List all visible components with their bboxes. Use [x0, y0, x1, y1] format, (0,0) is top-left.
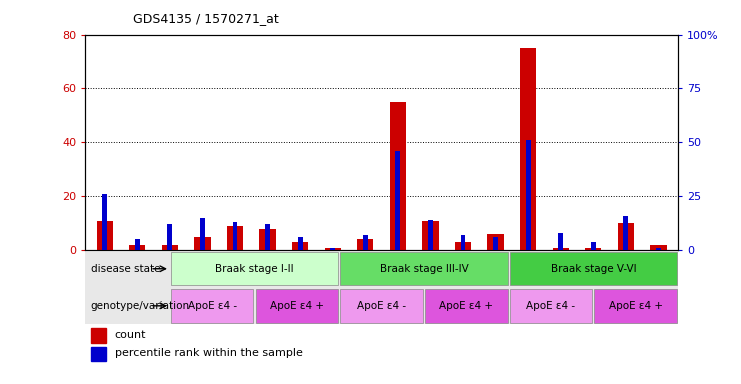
Text: ApoE ε4 -: ApoE ε4 - — [357, 301, 406, 311]
Bar — [256, 289, 338, 323]
Bar — [461, 235, 465, 250]
Bar — [558, 233, 563, 250]
Text: ApoE ε4 +: ApoE ε4 + — [439, 301, 494, 311]
Text: ApoE ε4 +: ApoE ε4 + — [608, 301, 662, 311]
Bar — [162, 245, 178, 250]
Bar — [422, 220, 439, 250]
Bar — [428, 220, 433, 250]
Bar — [510, 252, 677, 285]
Bar — [200, 218, 205, 250]
Bar — [520, 48, 536, 250]
Bar — [135, 240, 140, 250]
Bar — [396, 151, 400, 250]
Text: genotype/variation: genotype/variation — [91, 301, 190, 311]
Bar — [330, 248, 335, 250]
Bar — [96, 220, 113, 250]
Bar — [340, 252, 508, 285]
Bar — [292, 242, 308, 250]
Text: count: count — [115, 330, 147, 340]
Bar — [167, 224, 173, 250]
Bar — [510, 289, 592, 323]
Text: ApoE ε4 -: ApoE ε4 - — [526, 301, 576, 311]
Bar — [455, 242, 471, 250]
Text: Braak stage V-VI: Braak stage V-VI — [551, 264, 636, 274]
Text: Braak stage III-IV: Braak stage III-IV — [379, 264, 468, 274]
Bar — [623, 216, 628, 250]
Bar — [494, 237, 498, 250]
Bar — [102, 194, 107, 250]
Text: GDS4135 / 1570271_at: GDS4135 / 1570271_at — [133, 12, 279, 25]
Bar — [298, 237, 302, 250]
Bar — [488, 234, 504, 250]
Bar — [363, 235, 368, 250]
Bar — [591, 242, 596, 250]
Text: Braak stage I-II: Braak stage I-II — [216, 264, 294, 274]
Bar — [325, 248, 341, 250]
Text: percentile rank within the sample: percentile rank within the sample — [115, 348, 303, 359]
Bar — [227, 226, 243, 250]
Bar — [585, 248, 602, 250]
Bar — [594, 289, 677, 323]
Bar — [553, 248, 569, 250]
Bar — [194, 237, 210, 250]
Bar — [171, 252, 338, 285]
Bar — [91, 347, 106, 361]
Bar — [526, 140, 531, 250]
Bar — [618, 223, 634, 250]
Bar — [340, 289, 423, 323]
Bar — [656, 248, 661, 250]
Bar — [390, 102, 406, 250]
Text: disease state: disease state — [91, 264, 160, 274]
Bar — [357, 240, 373, 250]
Bar — [91, 328, 106, 343]
Bar — [651, 245, 667, 250]
Text: ApoE ε4 -: ApoE ε4 - — [187, 301, 237, 311]
Bar — [233, 222, 237, 250]
Bar — [259, 228, 276, 250]
Bar — [171, 289, 253, 323]
Bar — [129, 245, 145, 250]
Bar — [265, 224, 270, 250]
Bar — [425, 289, 508, 323]
Text: ApoE ε4 +: ApoE ε4 + — [270, 301, 324, 311]
